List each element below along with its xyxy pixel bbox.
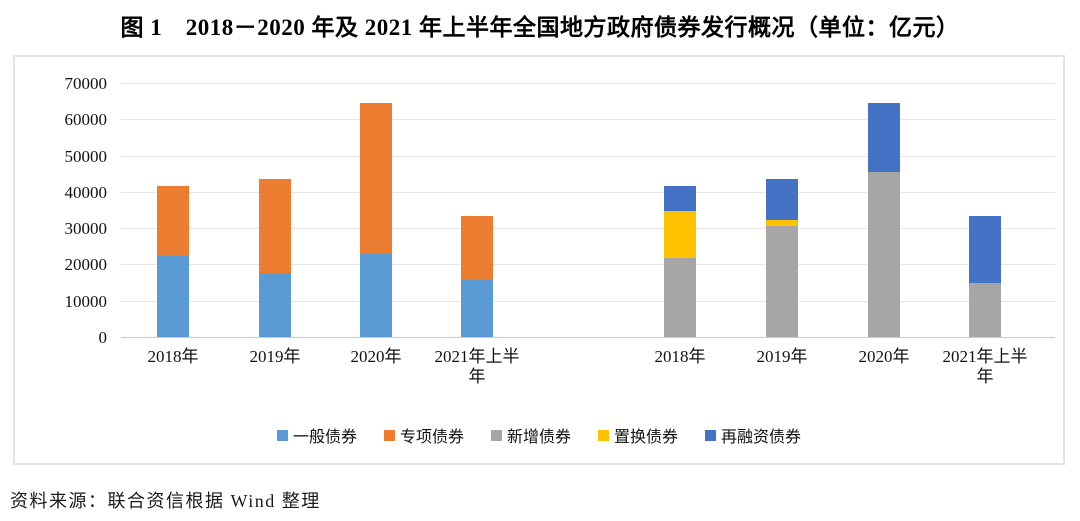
- x-tick-label: 2021年上半 年: [942, 347, 1028, 386]
- bar-segment: [766, 178, 798, 221]
- source-note: 资料来源：联合资信根据 Wind 整理: [10, 491, 321, 511]
- legend-item: 一般债券: [276, 423, 357, 447]
- bar-segment: [766, 220, 798, 227]
- x-tick-label: 2020年: [350, 347, 402, 366]
- x-tick-label: 2018年: [147, 347, 199, 366]
- y-tick-label: 70000: [64, 74, 108, 93]
- legend-item: 置换债券: [598, 423, 678, 447]
- y-tick-label: 60000: [64, 110, 108, 130]
- legend-item: 再融资债券: [705, 423, 801, 447]
- gridline: [121, 300, 1055, 302]
- legend-item: 专项债券: [383, 423, 464, 447]
- y-tick-label: 30000: [64, 219, 108, 239]
- gridline: [121, 155, 1055, 157]
- chart-legend: 一般债券 专项债券 新增债券 置换债券 再融资债券: [15, 423, 1063, 447]
- bar-segment: [664, 210, 696, 259]
- x-tick-label: 2021年上半 年: [434, 347, 520, 386]
- legend-swatch-icon: [598, 429, 609, 441]
- legend-swatch-icon: [383, 429, 395, 441]
- bar-segment: [664, 185, 696, 211]
- legend-label: 置换债券: [614, 429, 679, 446]
- bar-segment: [969, 283, 1001, 337]
- legend-label: 一般债券: [292, 429, 357, 446]
- y-tick-label: 40000: [64, 182, 108, 202]
- legend-label: 新增债券: [506, 429, 571, 446]
- legend-swatch-icon: [276, 429, 288, 441]
- legend-item: 新增债券: [490, 423, 571, 447]
- gridline: [121, 264, 1055, 266]
- legend-label: 再融资债券: [721, 429, 802, 446]
- bar-segment: [461, 280, 493, 337]
- y-tick-label: 50000: [64, 146, 108, 166]
- x-tick-label: 2018年: [654, 347, 706, 366]
- y-tick-label: 20000: [64, 255, 108, 275]
- gridline: [121, 119, 1055, 121]
- bar-segment: [360, 103, 392, 254]
- bar-segment: [664, 258, 696, 337]
- legend-swatch-icon: [705, 429, 717, 441]
- x-tick-label: 2020年: [858, 347, 910, 366]
- chart-frame: 一般债券 专项债券 新增债券 置换债券 再融资债券 0 10000 20000 30000 40…: [13, 55, 1065, 465]
- bar-segment: [969, 215, 1001, 284]
- bar-segment: [868, 171, 900, 337]
- bar-segment: [259, 178, 291, 273]
- bar-segment: [461, 215, 493, 281]
- bar-segment: [157, 185, 189, 257]
- y-tick-label: 0: [98, 328, 108, 347]
- x-tick-label: 2019年: [249, 347, 301, 366]
- x-tick-label: 2019年: [756, 347, 808, 366]
- bar-segment: [766, 226, 798, 337]
- legend-swatch-icon: [490, 429, 502, 441]
- bar-segment: [868, 103, 900, 172]
- gridline: [121, 191, 1055, 193]
- bar-segment: [360, 254, 392, 337]
- bar-segment: [157, 256, 189, 337]
- chart-title: 图 1 2018－2020 年及 2021 年上半年全国地方政府债券发行概况（单…: [120, 15, 960, 40]
- gridline: [121, 83, 1055, 84]
- gridline: [121, 228, 1055, 230]
- bar-segment: [259, 272, 291, 337]
- gridline: [121, 337, 1055, 338]
- y-tick-label: 10000: [64, 291, 108, 311]
- legend-label: 专项债券: [399, 429, 464, 446]
